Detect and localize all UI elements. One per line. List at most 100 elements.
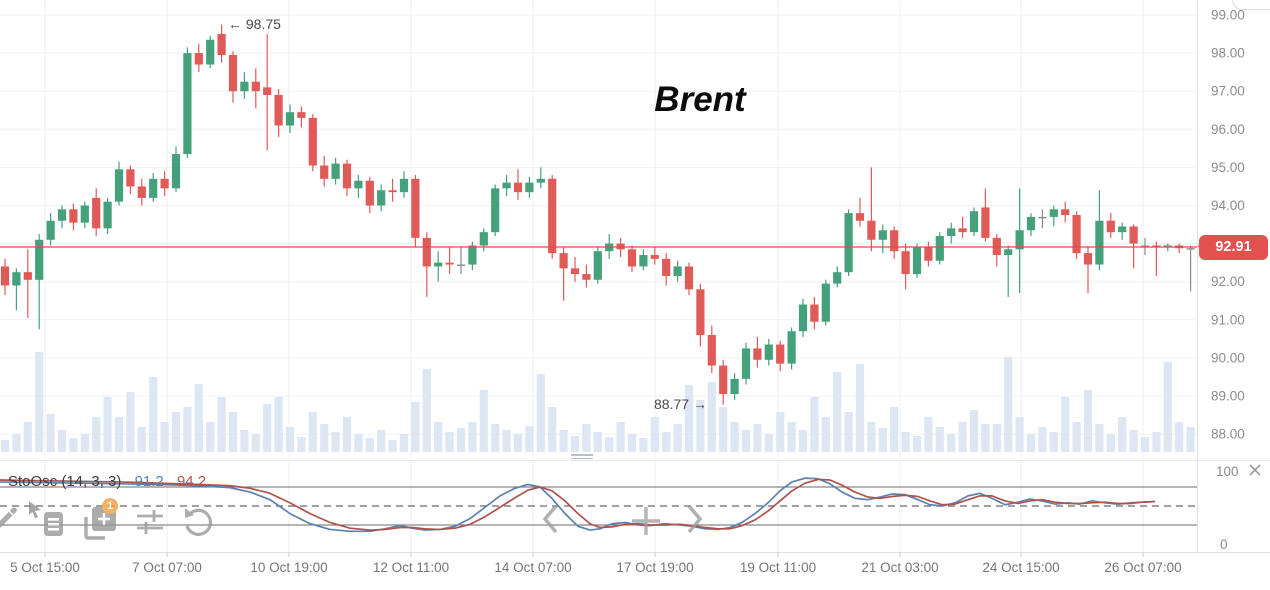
volume-bar [114, 417, 124, 452]
stoch-d-line [0, 478, 1156, 531]
candle-body [308, 117, 317, 166]
price-tick-label: 96.00 [1211, 122, 1245, 137]
stoch-scale-max: 100 [1216, 464, 1239, 479]
volume-bar [422, 369, 431, 452]
indicator-count-badge: 1 [102, 498, 118, 514]
scroll-left-button[interactable] [541, 503, 559, 538]
volume-bar [126, 392, 135, 452]
volume-bar [627, 434, 637, 452]
volume-bar [57, 430, 67, 452]
candle-body [456, 264, 466, 266]
volume-bar [263, 404, 272, 452]
volume-bar [1038, 427, 1047, 452]
volume-bar [468, 422, 477, 452]
zoom-reset-button[interactable] [631, 506, 661, 539]
price-tick-label: 94.00 [1211, 198, 1245, 213]
volume-bar [878, 428, 887, 452]
volume-bar [240, 430, 249, 452]
volume-bar [1152, 432, 1161, 452]
volume-bar [639, 438, 648, 452]
cursor-icon[interactable] [28, 501, 43, 519]
candle-body [901, 251, 910, 275]
candle-body [810, 304, 819, 322]
volume-bar [776, 412, 785, 452]
volume-bar [434, 422, 443, 452]
volume-bar [844, 412, 853, 452]
corner-button[interactable] [1232, 0, 1270, 10]
candle-body [969, 211, 979, 233]
draw-pencil-icon[interactable] [0, 504, 19, 530]
candle-body [650, 255, 659, 259]
candle-body [1106, 220, 1115, 233]
volume-bar [753, 424, 762, 452]
time-tick-label: 17 Oct 19:00 [616, 560, 693, 575]
volume-bar [23, 422, 32, 452]
candle-body [285, 112, 295, 126]
candle-body [0, 266, 10, 286]
close-icon [1249, 463, 1261, 476]
volume-bar [1083, 390, 1093, 452]
candle-body [69, 209, 78, 223]
time-tick-label: 26 Oct 07:00 [1104, 560, 1181, 575]
candle-body [639, 255, 648, 267]
volume-bar [707, 382, 716, 452]
time-tick-label: 10 Oct 19:00 [250, 560, 327, 575]
volume-bar [650, 417, 659, 452]
candle-body [570, 268, 580, 275]
candle-body [559, 253, 568, 269]
scroll-right-button[interactable] [686, 503, 704, 538]
price-tick-label: 90.00 [1211, 350, 1245, 365]
volume-bar [194, 384, 203, 452]
volume-bar [228, 412, 238, 452]
volume-bar [80, 434, 89, 452]
volume-bar [183, 407, 192, 452]
candle-body [958, 228, 967, 233]
volume-bar [377, 430, 386, 452]
volume-bar [798, 430, 808, 452]
candle-body [240, 81, 249, 92]
candle-body [434, 262, 443, 267]
volume-bar [491, 424, 500, 452]
candle-body [377, 190, 386, 206]
volume-bar [365, 438, 374, 452]
candle-body [855, 213, 865, 221]
candle-body [525, 182, 534, 193]
candle-body [46, 220, 55, 240]
journal-icon[interactable] [43, 511, 64, 537]
volume-bar [137, 427, 146, 452]
candles [0, 24, 1207, 405]
candle-body [536, 178, 545, 183]
candle-body [342, 163, 352, 189]
volume-bar [947, 434, 956, 452]
low-annotation-value: 88.77 [654, 396, 690, 412]
undo-icon[interactable] [182, 505, 214, 537]
candle-body [947, 228, 956, 236]
volume-bar [890, 407, 899, 452]
volume-bar [331, 432, 340, 452]
volume-bar [171, 412, 181, 452]
candle-body [924, 247, 933, 261]
add-indicator-icon[interactable]: 1 [83, 498, 118, 541]
stoch-k-value: 91.2 [134, 473, 164, 490]
candle-body [149, 178, 158, 198]
panel-resize-handle[interactable] [571, 452, 593, 459]
candle-body [582, 274, 591, 280]
volume-bar [821, 417, 830, 452]
candle-body [57, 209, 67, 221]
candle-body [297, 112, 306, 118]
time-tick-label: 14 Oct 07:00 [494, 560, 571, 575]
volume-bar [217, 397, 226, 452]
candle-body [491, 188, 500, 233]
left-arrow-icon: ← [228, 16, 242, 32]
price-tick-label: 97.00 [1211, 84, 1245, 99]
volume-bar [684, 385, 694, 452]
settings-sliders-icon[interactable] [137, 508, 164, 537]
volume-bar [206, 422, 215, 452]
close-indicator-button[interactable] [1246, 462, 1264, 480]
candle-body [137, 186, 146, 198]
time-tick-label: 12 Oct 11:00 [373, 560, 449, 575]
volume-bar [570, 436, 580, 452]
volume-bar [673, 424, 682, 452]
volume-bar [536, 374, 545, 452]
